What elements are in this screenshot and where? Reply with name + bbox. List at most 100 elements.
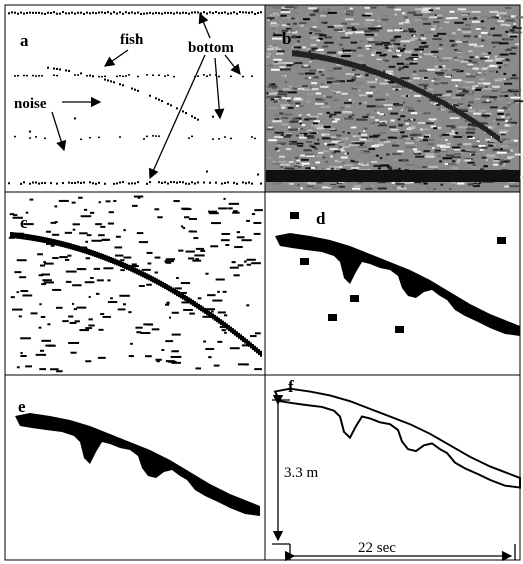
texture (271, 6, 282, 9)
texture (149, 181, 151, 184)
texture (146, 273, 148, 280)
texture (510, 46, 518, 49)
texture (358, 170, 360, 182)
texture (305, 154, 315, 157)
texture (439, 160, 443, 163)
texture (384, 59, 390, 62)
texture (156, 360, 160, 363)
texture (448, 35, 458, 38)
texture (352, 68, 356, 71)
texture (98, 136, 100, 139)
texture (388, 107, 393, 110)
texture (76, 245, 78, 252)
texture (398, 167, 401, 170)
texture (387, 6, 396, 9)
texture (29, 11, 31, 14)
texture (328, 138, 337, 141)
texture (471, 61, 478, 64)
texture (359, 138, 367, 141)
texture (354, 73, 361, 76)
texture (440, 170, 442, 182)
panel-d (264, 191, 521, 376)
texture (332, 120, 338, 123)
texture (101, 11, 103, 14)
texture (494, 55, 498, 58)
texture (293, 12, 298, 15)
texture (288, 128, 298, 131)
texture (156, 278, 158, 285)
texture (10, 296, 15, 299)
texture (378, 132, 387, 135)
texture (134, 12, 136, 15)
texture (89, 181, 91, 184)
texture (268, 107, 278, 110)
texture (124, 262, 126, 269)
texture (449, 10, 455, 13)
texture (18, 232, 20, 239)
texture (436, 32, 447, 35)
texture (212, 299, 223, 302)
texture (494, 132, 496, 139)
texture (116, 259, 118, 266)
texture (323, 95, 326, 98)
texture (447, 68, 451, 71)
texture (284, 170, 286, 182)
texture (364, 12, 373, 15)
texture (77, 74, 79, 76)
texture (454, 106, 456, 113)
texture (502, 162, 506, 165)
texture (418, 45, 429, 48)
texture (350, 295, 359, 302)
texture (107, 301, 118, 304)
texture (290, 212, 299, 219)
texture (509, 35, 518, 38)
texture (401, 94, 410, 97)
texture (56, 67, 58, 70)
texture (383, 51, 389, 54)
texture (66, 242, 68, 249)
texture (410, 118, 413, 121)
texture (407, 28, 414, 31)
texture (306, 113, 311, 116)
texture (501, 138, 511, 141)
texture (318, 37, 323, 40)
texture (47, 66, 49, 69)
texture (137, 196, 141, 199)
texture (370, 160, 378, 163)
texture (365, 187, 373, 190)
texture (374, 109, 377, 112)
texture (334, 170, 336, 182)
texture (314, 124, 324, 127)
texture (29, 182, 31, 185)
texture (503, 64, 508, 67)
texture (366, 105, 377, 108)
texture (285, 151, 291, 154)
texture (498, 135, 500, 142)
texture (225, 244, 230, 247)
texture (390, 128, 399, 131)
texture (423, 76, 428, 79)
texture (375, 78, 378, 81)
texture (511, 121, 517, 124)
texture (407, 107, 414, 110)
texture (421, 11, 431, 14)
texture (251, 75, 253, 77)
texture (349, 144, 359, 147)
texture (416, 170, 418, 182)
texture (322, 170, 324, 182)
texture (155, 97, 157, 100)
texture (439, 134, 443, 137)
texture (458, 109, 469, 112)
texture (480, 146, 488, 149)
texture (390, 25, 398, 28)
texture (313, 120, 320, 123)
texture (384, 44, 392, 47)
texture (374, 26, 378, 29)
texture (359, 94, 367, 97)
texture (35, 11, 37, 14)
texture (376, 170, 378, 182)
texture (475, 73, 481, 76)
texture (513, 93, 518, 96)
texture (307, 182, 316, 185)
texture (508, 170, 510, 182)
